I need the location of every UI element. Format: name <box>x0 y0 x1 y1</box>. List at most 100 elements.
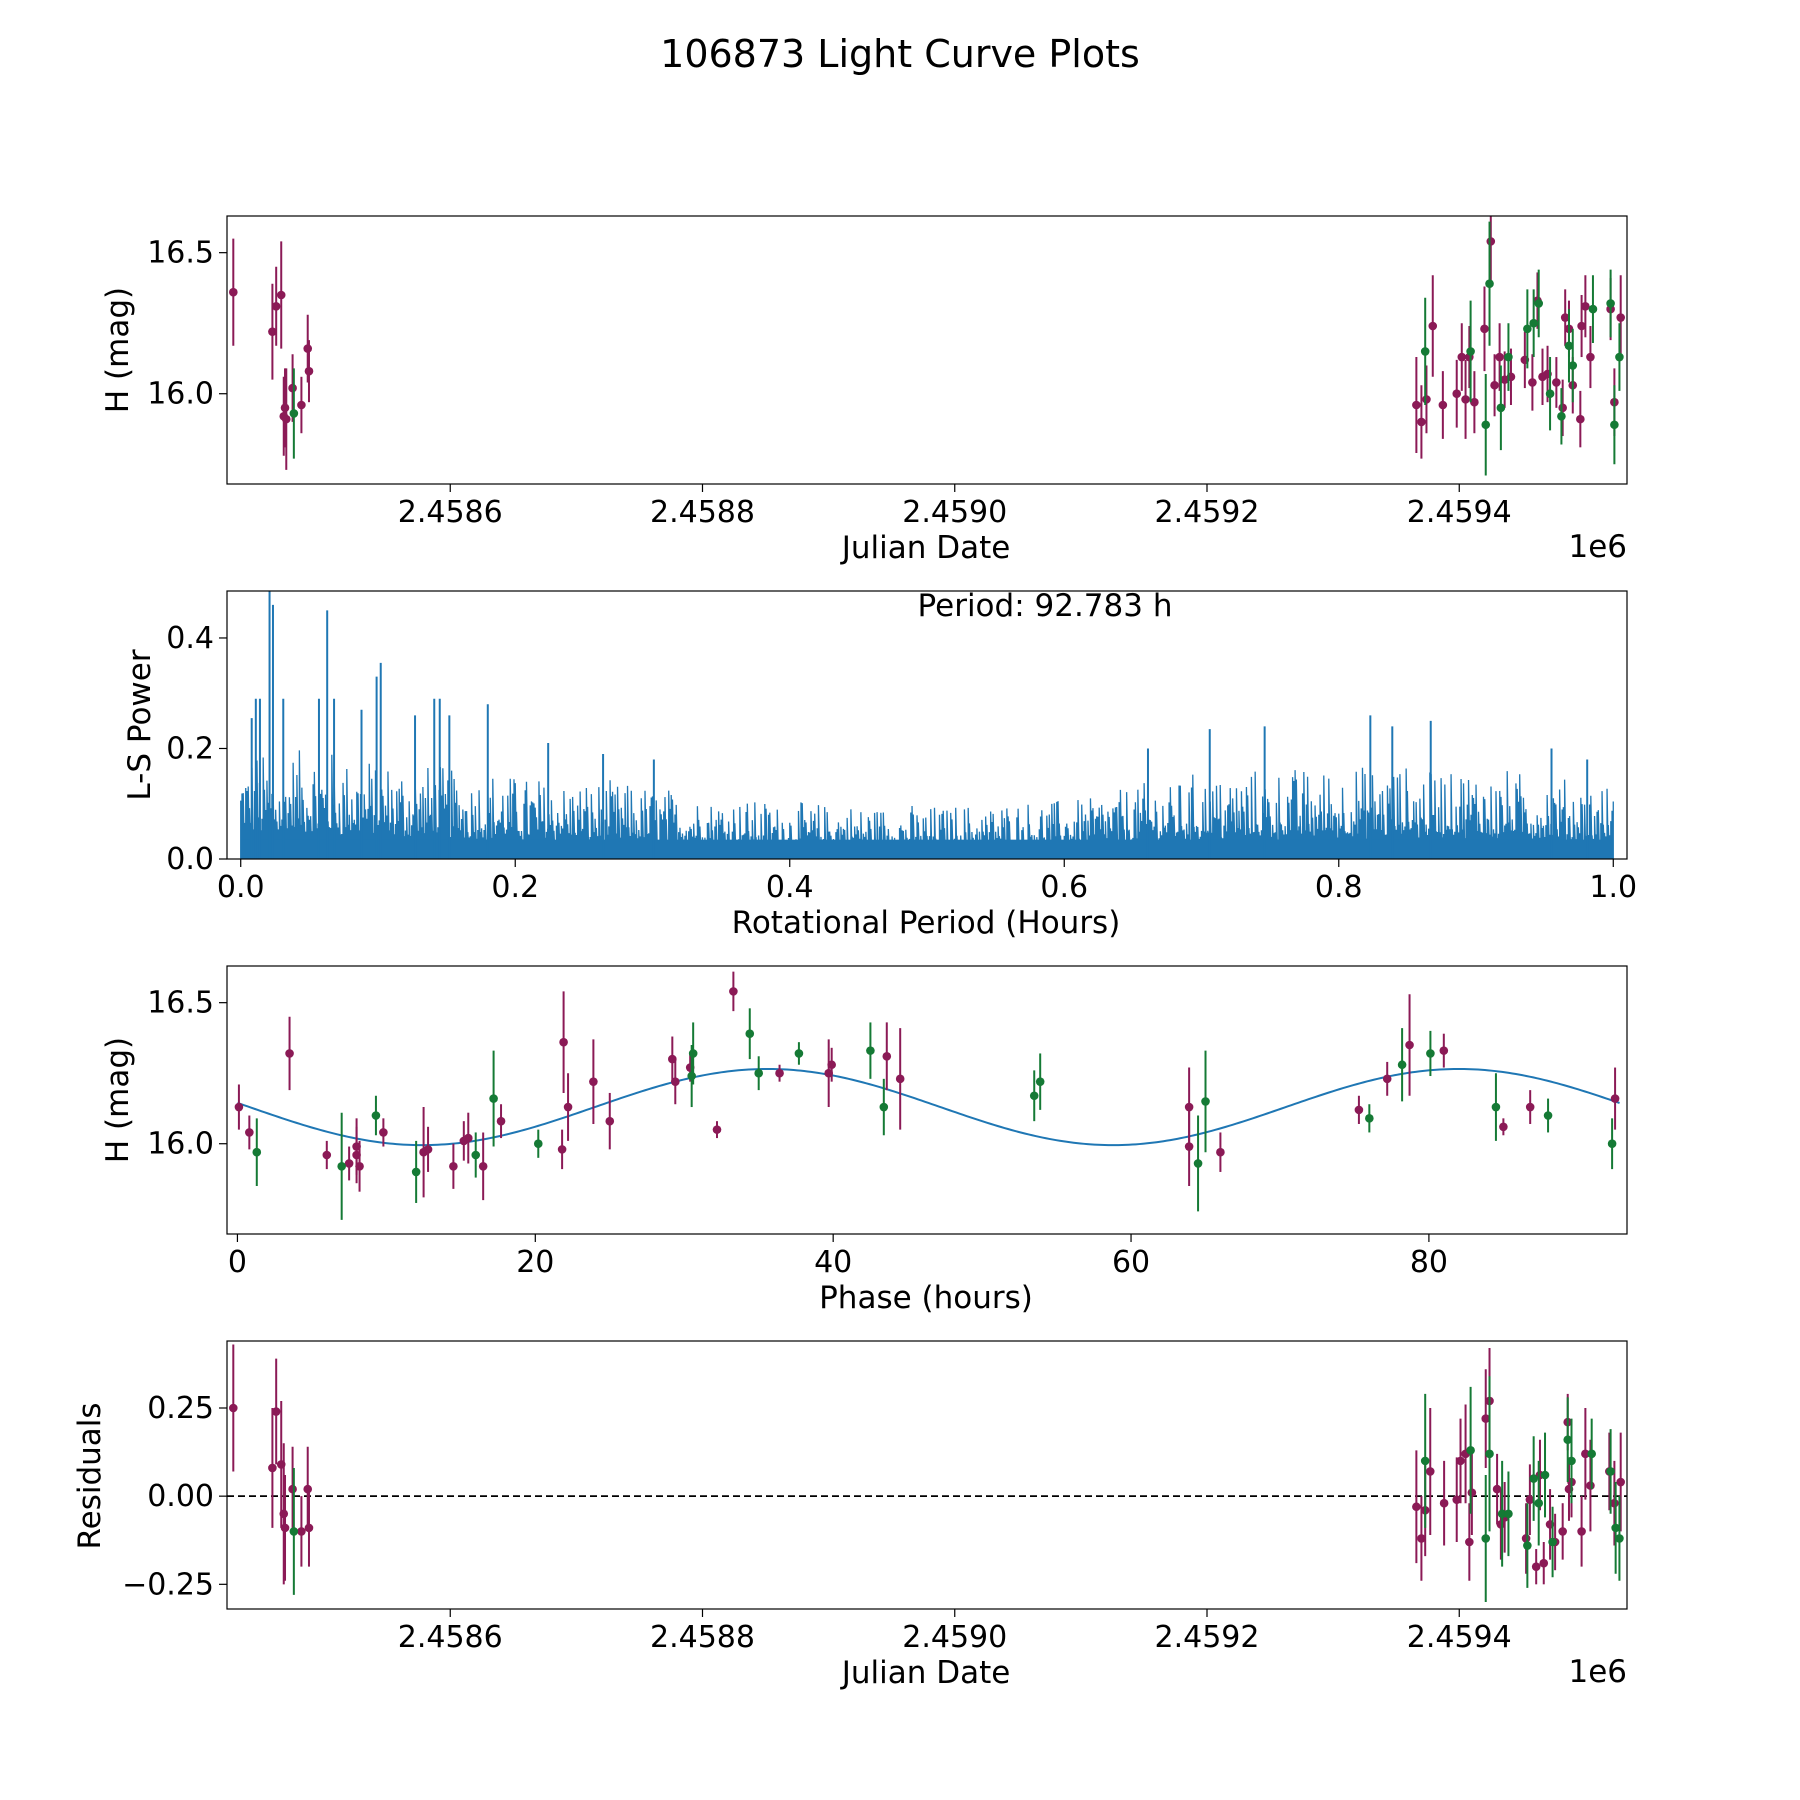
periodogram-y-tick-label: 0.0 <box>166 842 214 877</box>
maroon-data-point <box>1184 1102 1194 1112</box>
maroon-data-point <box>1470 397 1479 407</box>
maroon-data-point <box>463 1133 473 1143</box>
maroon-data-point <box>1539 1558 1549 1568</box>
maroon-data-point <box>775 1068 784 1078</box>
maroon-data-point <box>1586 1481 1595 1490</box>
green-data-point <box>1615 1534 1624 1543</box>
green-data-point <box>1201 1097 1210 1106</box>
lightcurve-marks <box>229 216 1625 476</box>
lightcurve-axes-frame <box>226 215 1628 485</box>
phased-x-tick-label: 60 <box>1112 1245 1150 1280</box>
maroon-data-point <box>1486 237 1496 246</box>
green-data-point <box>1548 1537 1557 1547</box>
maroon-data-point <box>1490 380 1499 390</box>
lightcurve-x-tick-label: 2.4592 <box>1155 495 1260 530</box>
green-data-point <box>1504 1509 1513 1519</box>
periodogram-x-tick-label: 0.0 <box>217 870 265 905</box>
maroon-data-point <box>280 403 290 413</box>
lightcurve-plot-area <box>229 216 1625 476</box>
residuals-x-tick-label: 2.4588 <box>650 1620 755 1655</box>
maroon-data-point <box>379 1128 388 1137</box>
maroon-data-point <box>1577 1527 1586 1536</box>
maroon-data-point <box>1465 1537 1474 1547</box>
green-data-point <box>687 1071 696 1081</box>
maroon-data-point <box>1560 313 1570 322</box>
maroon-data-point <box>271 1407 281 1416</box>
maroon-data-point <box>280 1523 290 1533</box>
maroon-data-point <box>234 1102 244 1112</box>
green-data-point <box>1615 352 1624 362</box>
green-data-point <box>866 1046 875 1055</box>
periodogram-panel: 0.0 0.2 0.4 0.6 0.8 1.0 0.0 0.2 0.4 Period: 92.7… <box>122 588 1637 941</box>
maroon-data-point <box>1405 1040 1414 1050</box>
green-data-point <box>1193 1159 1203 1168</box>
maroon-data-point <box>268 1463 277 1473</box>
lightcurve-x-tick-label: 2.4586 <box>398 495 503 530</box>
green-data-point <box>1540 1470 1550 1480</box>
maroon-data-point <box>1412 400 1421 410</box>
maroon-data-point <box>1425 1467 1435 1476</box>
periodogram-axes-frame <box>226 590 1628 860</box>
maroon-data-point <box>729 987 738 996</box>
phased-x-tick-label: 20 <box>516 1245 554 1280</box>
maroon-data-point <box>1610 1094 1620 1103</box>
maroon-data-point <box>1439 1046 1449 1055</box>
phased-y-tick-label: 16.5 <box>147 986 214 1021</box>
maroon-data-point <box>1452 1495 1462 1504</box>
residuals-plot-area <box>227 1344 1627 1602</box>
residuals-y-tick-label: −0.25 <box>122 1567 214 1602</box>
green-data-point <box>1607 1139 1617 1149</box>
green-data-point <box>471 1150 481 1160</box>
green-data-point <box>1491 1102 1501 1112</box>
periodogram-y-tick-label: 0.4 <box>166 621 214 656</box>
lightcurve-panel: 2.4586 2.4588 2.4590 2.4592 2.4594 16.0 16.5 J… <box>100 215 1628 566</box>
phased-plot-area <box>234 971 1620 1220</box>
periodogram-y-tick-label: 0.2 <box>166 731 214 766</box>
maroon-data-point <box>1552 378 1561 387</box>
periodogram-marks <box>240 591 1614 859</box>
maroon-data-point <box>303 344 313 353</box>
green-data-point <box>1610 420 1619 430</box>
green-data-point <box>1497 1509 1507 1519</box>
phased-x-tick-label: 0 <box>228 1245 247 1280</box>
maroon-data-point <box>557 1145 567 1154</box>
green-data-point <box>1606 299 1615 308</box>
maroon-data-point <box>1452 389 1462 399</box>
green-data-point <box>688 1049 698 1058</box>
residuals-x-tick-label: 2.4590 <box>902 1620 1007 1655</box>
periodogram-x-label: Rotational Period (Hours) <box>732 905 1121 941</box>
green-data-point <box>371 1111 381 1120</box>
green-data-point <box>1420 1456 1430 1466</box>
green-data-point <box>289 409 299 418</box>
maroon-data-point <box>1467 1488 1477 1497</box>
phased-y-label: H (mag) <box>100 1037 136 1163</box>
green-data-point <box>1420 347 1430 356</box>
lightcurve-offset-label: 1e6 <box>1568 529 1627 565</box>
maroon-data-point <box>288 1484 297 1494</box>
maroon-data-point <box>1456 1456 1465 1466</box>
residuals-axes-frame <box>226 1340 1628 1610</box>
maroon-data-point <box>827 1060 836 1070</box>
maroon-data-point <box>1616 313 1625 322</box>
maroon-data-point <box>1439 1498 1449 1508</box>
green-data-point <box>1611 1523 1620 1533</box>
residuals-x-tick-label: 2.4592 <box>1155 1620 1260 1655</box>
maroon-data-point <box>1525 1102 1535 1112</box>
maroon-data-point <box>712 1125 722 1134</box>
phased-x-tick-label: 40 <box>814 1245 852 1280</box>
green-data-point <box>337 1161 346 1171</box>
maroon-data-point <box>559 1037 568 1047</box>
maroon-data-point <box>303 1484 313 1494</box>
green-data-point <box>1426 1049 1435 1058</box>
maroon-data-point <box>245 1128 254 1137</box>
periodogram-x-tick-label: 1.0 <box>1589 870 1637 905</box>
maroon-data-point <box>1558 403 1567 413</box>
green-data-point <box>745 1029 755 1039</box>
maroon-data-point <box>1499 1122 1508 1132</box>
green-data-point <box>1523 1541 1532 1550</box>
lightcurve-y-tick-label: 16.0 <box>147 377 214 412</box>
green-data-point <box>754 1068 764 1078</box>
maroon-data-point <box>322 1150 332 1160</box>
maroon-data-point <box>297 1527 306 1536</box>
